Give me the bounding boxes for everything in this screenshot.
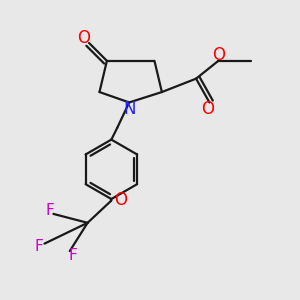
Text: O: O [77, 29, 90, 47]
Text: F: F [46, 203, 54, 218]
Text: N: N [123, 100, 135, 118]
Text: O: O [114, 191, 127, 209]
Text: F: F [68, 248, 77, 263]
Text: O: O [202, 100, 214, 118]
Text: O: O [212, 46, 226, 64]
Text: F: F [35, 238, 44, 253]
